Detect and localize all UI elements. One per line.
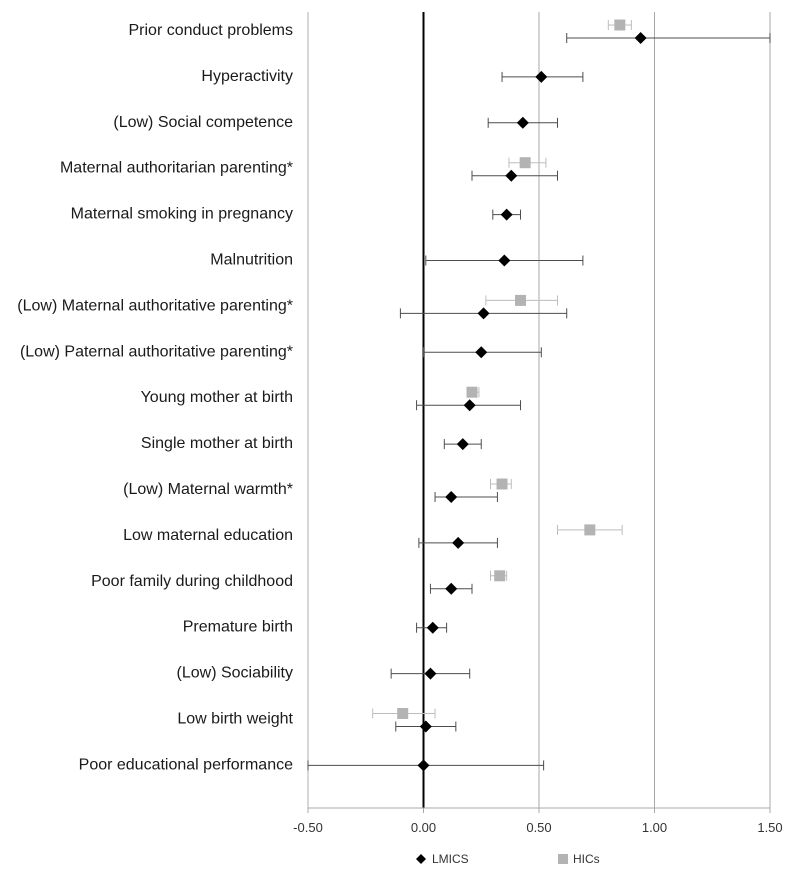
x-axis-ticks: -0.50 0.00 0.50 1.00 1.50 xyxy=(293,807,783,835)
row-labels: Prior conduct problems Hyperactivity (Low)… xyxy=(17,22,293,773)
row-label: (Low) Sociability xyxy=(177,665,293,682)
row-label: Low birth weight xyxy=(177,711,293,728)
legend-hics-marker xyxy=(558,854,568,864)
lmics-point xyxy=(500,208,513,221)
row-label: (Low) Paternal authoritative parenting* xyxy=(20,343,293,360)
row-label: Premature birth xyxy=(183,619,293,636)
row-label: Prior conduct problems xyxy=(128,22,293,39)
row-label: Maternal authoritarian parenting* xyxy=(60,160,293,177)
hics-point xyxy=(494,570,506,582)
row-label: Malnutrition xyxy=(210,252,293,269)
lmics-point xyxy=(477,307,490,320)
plot-marks xyxy=(307,19,771,772)
lmics-point xyxy=(505,169,518,182)
lmics-point xyxy=(498,254,511,267)
row-label: Young mother at birth xyxy=(141,389,293,406)
hics-point xyxy=(496,478,508,490)
legend-hics-label: HICs xyxy=(573,852,600,866)
x-tick-label: 0.00 xyxy=(411,820,436,835)
lmics-point xyxy=(424,667,437,680)
lmics-point xyxy=(445,491,458,503)
row-label: (Low) Maternal warmth* xyxy=(123,481,293,498)
hics-point xyxy=(515,294,527,306)
x-tick-label: 1.50 xyxy=(757,820,782,835)
row-label: Hyperactivity xyxy=(201,68,293,85)
lmics-point xyxy=(417,759,430,772)
x-tick-label: 0.50 xyxy=(526,820,551,835)
legend-lmics-marker xyxy=(416,854,426,864)
grid-lines xyxy=(307,12,771,808)
hics-point xyxy=(519,157,531,169)
x-tick-label: 1.00 xyxy=(642,820,667,835)
lmics-point xyxy=(535,70,548,83)
row-label: Single mother at birth xyxy=(141,435,293,452)
row-label: (Low) Maternal authoritative parenting* xyxy=(17,297,293,314)
lmics-point xyxy=(463,399,476,412)
hics-point xyxy=(397,708,409,719)
hics-point xyxy=(466,386,478,398)
legend-lmics-label: LMICS xyxy=(432,852,469,866)
row-label: Maternal smoking in pregnancy xyxy=(71,206,293,223)
row-label: Poor family during childhood xyxy=(91,573,293,590)
legend: LMICS HICs xyxy=(416,852,600,866)
lmics-point xyxy=(419,720,432,733)
lmics-point xyxy=(426,621,439,634)
hics-point xyxy=(584,524,596,536)
row-label: Low maternal education xyxy=(123,527,293,544)
row-label: Poor educational performance xyxy=(79,756,293,773)
lmics-point xyxy=(452,536,465,549)
lmics-point xyxy=(634,32,647,44)
lmics-point xyxy=(475,346,488,359)
lmics-point xyxy=(445,582,458,595)
x-tick-label: -0.50 xyxy=(293,820,323,835)
lmics-point xyxy=(516,116,529,129)
hics-point xyxy=(614,19,626,31)
row-label: (Low) Social competence xyxy=(113,114,293,131)
lmics-point xyxy=(456,438,469,451)
